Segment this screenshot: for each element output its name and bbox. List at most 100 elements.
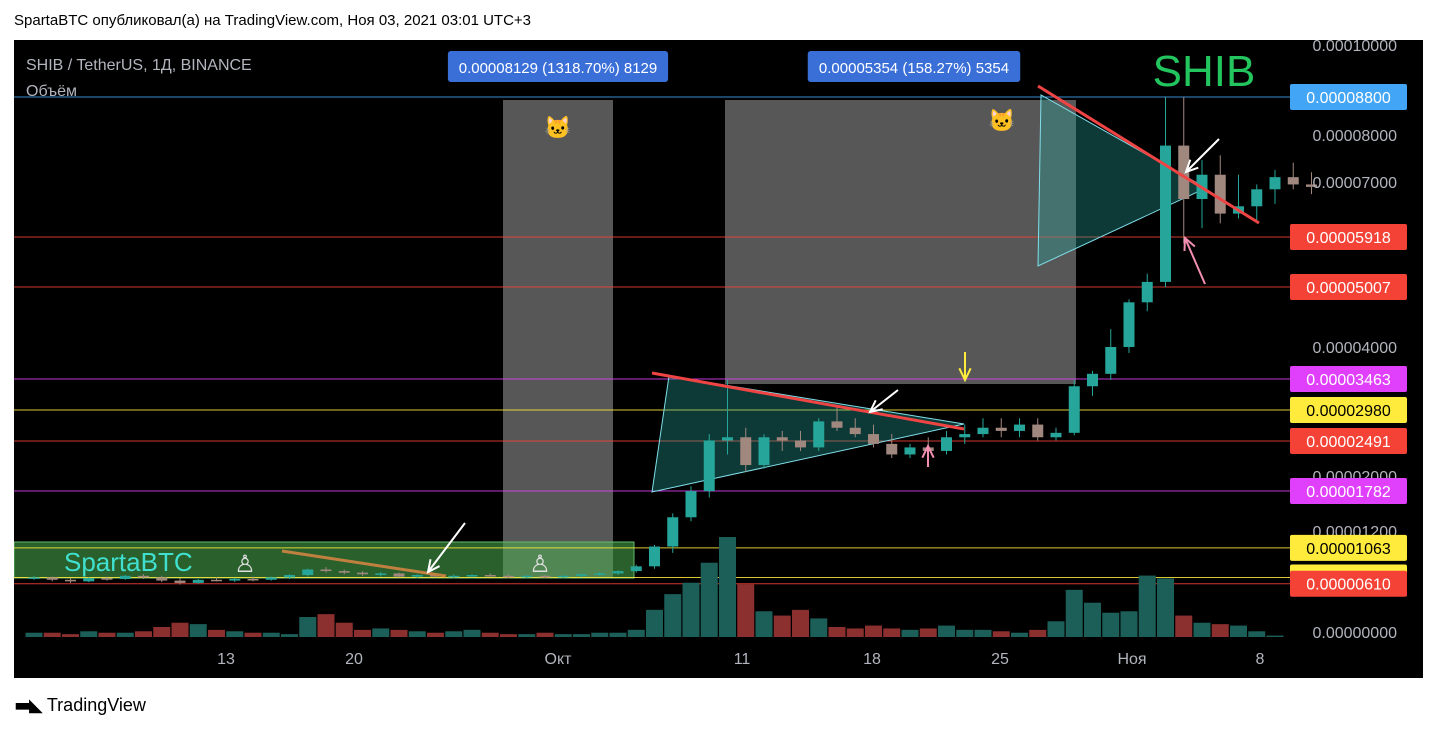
price-level-value: 0.00005918: [1306, 230, 1391, 247]
candle-body: [1269, 177, 1281, 190]
volume-bar: [828, 627, 846, 637]
volume-bar: [445, 631, 463, 637]
volume-bar: [536, 632, 554, 637]
chart-frame[interactable]: 🐱 🐱 ♙ ♙ SHIB / TetherUS, 1Д, BINANCE Объём SHI…: [14, 40, 1423, 678]
shib-watermark: SHIB: [1153, 47, 1256, 96]
candle-body: [904, 447, 916, 455]
candle-body: [1087, 373, 1098, 387]
volume-bar: [646, 609, 663, 637]
volume-bar: [317, 614, 335, 637]
volume-bar: [700, 562, 718, 637]
volume-bar: [43, 632, 61, 637]
candle-body: [539, 575, 551, 578]
price-level-value: 0.00001782: [1306, 484, 1391, 501]
price-level-badge: [1290, 534, 1407, 561]
candle-body: [46, 577, 58, 580]
volume-bar: [974, 629, 992, 637]
candle-body: [977, 427, 989, 435]
candle-body: [101, 578, 113, 580]
footer-brand[interactable]: TradingView: [46, 695, 146, 715]
volume-bar: [792, 609, 809, 637]
price-level-badge: [1290, 397, 1407, 423]
candle-body: [466, 575, 478, 577]
volume-bar: [500, 634, 517, 637]
triangle-pattern-1: [651, 375, 965, 493]
symbol-title: SHIB / TetherUS, 1Д, BINANCE: [26, 57, 252, 74]
candle-body: [594, 573, 606, 575]
volume-bar: [591, 632, 609, 637]
y-tick-label: 0.00010000: [1312, 40, 1397, 55]
arrow-white: [869, 389, 899, 413]
candle-body: [612, 571, 624, 574]
resistance-trendline-1: [651, 371, 965, 431]
x-tick-label: 13: [217, 651, 235, 668]
arrow-white-head: [868, 399, 883, 414]
candle-body: [229, 578, 241, 581]
volume-bar: [153, 627, 171, 637]
y-tick-label: 0.00007000: [1312, 175, 1397, 192]
octocat-icon: 🐱: [988, 108, 1015, 133]
price-level-badge: [1290, 224, 1407, 250]
candle-body: [521, 575, 533, 578]
x-tick-label: Ноя: [1117, 651, 1146, 668]
candle-body: [357, 572, 368, 575]
y-tick-label: 0.00008000: [1312, 128, 1397, 145]
candle-body: [1214, 174, 1226, 214]
candle-body: [1141, 281, 1153, 303]
volume-bar: [1193, 622, 1211, 637]
x-tick-label: 11: [734, 651, 751, 668]
price-level-value: 0.00000610: [1306, 577, 1391, 594]
candle-body: [411, 575, 423, 577]
candle-body: [211, 579, 222, 582]
resistance-trendline-2: [1037, 84, 1260, 225]
candle-body: [776, 437, 788, 441]
candle-body: [1160, 145, 1171, 282]
volume-bar: [244, 632, 262, 637]
volume-bar: [1175, 615, 1193, 637]
candlestick-chart[interactable]: 🐱 🐱 ♙ ♙ SHIB / TetherUS, 1Д, BINANCE Объём SHI…: [14, 40, 1423, 678]
x-tick-label: 25: [991, 651, 1009, 668]
candle-body: [265, 577, 277, 580]
candle-body: [1123, 302, 1135, 348]
candle-body: [557, 575, 569, 578]
volume-bar: [1248, 631, 1266, 637]
volume-bar: [354, 629, 371, 637]
candle-body: [1178, 145, 1190, 200]
candle-body: [338, 571, 350, 573]
candle-body: [959, 434, 971, 438]
volume-bar: [1047, 621, 1065, 637]
volume-bar: [1157, 578, 1174, 637]
x-tick-label: Окт: [545, 651, 573, 668]
candle-body: [703, 440, 715, 492]
candle-body: [119, 575, 131, 579]
volume-bar: [956, 629, 974, 637]
volume-bar: [335, 622, 353, 637]
volume-bar: [773, 615, 791, 637]
candle-body: [65, 579, 76, 582]
volume-bar: [810, 618, 828, 637]
price-level-value: 0.00001063: [1306, 541, 1391, 558]
arrow-white-head: [426, 559, 441, 574]
candle-body: [941, 437, 952, 451]
candle-body: [831, 421, 843, 428]
candle-body: [448, 575, 460, 578]
volume-bar: [919, 628, 937, 637]
candle-body: [1287, 177, 1299, 185]
range-box-1: [503, 100, 613, 578]
candle-body: [740, 437, 752, 466]
candle-body: [795, 440, 806, 448]
volume-bar: [1011, 632, 1028, 637]
volume-bar: [719, 537, 736, 637]
volume-bar: [609, 632, 627, 637]
candle-body: [849, 427, 861, 435]
price-level-badge: [1290, 84, 1407, 110]
candle-body: [393, 573, 405, 577]
volume-bar: [463, 629, 481, 637]
volume-bar: [1230, 625, 1247, 637]
volume-bar: [1102, 612, 1120, 637]
volume-bar: [883, 628, 901, 637]
candle-body: [320, 569, 332, 572]
candle-body: [576, 574, 587, 576]
price-level-value: 0.00002491: [1306, 434, 1391, 451]
volume-bar: [1211, 624, 1229, 637]
